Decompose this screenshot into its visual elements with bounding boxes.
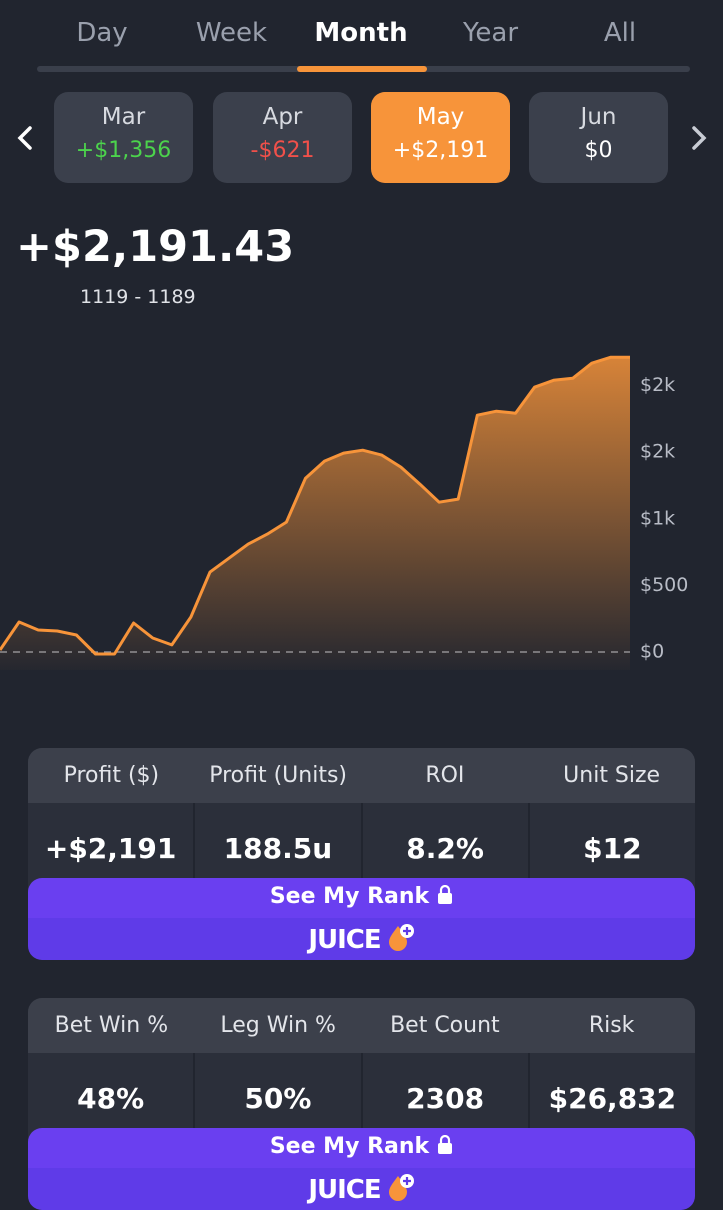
stat-label: Risk	[588, 1013, 635, 1038]
total-profit: +$2,191.43	[16, 222, 295, 272]
month-amount: +$1,356	[75, 138, 172, 163]
stat-value: $26,832	[527, 1053, 695, 1128]
stat-label: Unit Size	[563, 763, 661, 788]
rank-text: See My Rank	[269, 1134, 430, 1159]
lock-icon	[438, 884, 453, 904]
range: 1119 - 1189	[80, 286, 196, 308]
prev-arrow[interactable]	[12, 124, 38, 154]
tab[interactable]: Day	[76, 18, 128, 48]
stat-label: Bet Win %	[54, 1013, 169, 1038]
month-name: Jun	[580, 104, 617, 130]
value-row: 48% 50% 2308 $26,832	[28, 1053, 695, 1128]
next-arrow[interactable]	[686, 124, 712, 154]
month-amount: +$2,191	[392, 138, 489, 163]
value-row: +$2,191 188.5u 8.2% $12	[28, 803, 695, 878]
stat-label: Leg Win %	[220, 1013, 336, 1038]
stat-value: 2308	[360, 1053, 528, 1128]
month-name: Mar	[101, 104, 146, 130]
y-tick-label: $0	[640, 641, 664, 663]
juice-icon	[388, 1174, 414, 1201]
y-tick-label: $500	[640, 574, 688, 596]
month-name: Apr	[262, 104, 303, 130]
stat-label: Bet Count	[390, 1013, 500, 1038]
profit-chart: $0 $500 $1k $2k $2k	[0, 355, 688, 670]
month-button[interactable]: May +$2,191	[371, 92, 510, 183]
stat-label: Profit (Units)	[209, 763, 348, 788]
stat-value: 50%	[193, 1053, 360, 1128]
brand-name: JUICE	[308, 1175, 381, 1205]
tab[interactable]: Month	[314, 18, 408, 48]
profit-line	[0, 355, 630, 656]
brand-banner[interactable]: JUICE	[28, 1168, 695, 1210]
brand-banner[interactable]: JUICE	[28, 918, 695, 960]
month-button[interactable]: Jun $0	[529, 92, 668, 183]
tab-indicator	[297, 66, 427, 72]
stat-value: 8.2%	[360, 803, 528, 878]
month-button[interactable]: Mar +$1,356	[54, 92, 193, 183]
stat-value: 48%	[77, 1082, 145, 1115]
header-row: Profit ($) Profit (Units) ROI Unit Size	[28, 748, 695, 803]
month-amount: -$621	[250, 138, 315, 163]
stat-label: ROI	[425, 763, 465, 788]
area-fill	[0, 357, 630, 670]
stats-card: Bet Win % Leg Win % Bet Count Risk 48% 50% 230…	[28, 998, 695, 1210]
header-row: Bet Win % Leg Win % Bet Count Risk	[28, 998, 695, 1053]
rank-text: See My Rank	[269, 884, 430, 909]
y-tick-label: $2k	[640, 374, 675, 396]
stats-card: Profit ($) Profit (Units) ROI Unit Size +$2,…	[28, 748, 695, 960]
tab[interactable]: Week	[195, 18, 268, 48]
month-name: May	[416, 104, 465, 130]
brand-name: JUICE	[308, 925, 381, 955]
tab[interactable]: Year	[462, 18, 519, 48]
y-tick-label: $2k	[640, 441, 675, 463]
month-amount: $0	[584, 138, 613, 163]
tab[interactable]: All	[603, 18, 637, 48]
lock-icon	[438, 1134, 453, 1154]
stat-label: Profit ($)	[63, 763, 160, 788]
stat-value: +$2,191	[44, 832, 177, 865]
rank-button[interactable]: See My Rank	[28, 878, 695, 918]
y-tick-label: $1k	[640, 507, 675, 529]
stat-value: 188.5u	[193, 803, 360, 878]
stat-value: $12	[527, 803, 695, 878]
month-button[interactable]: Apr -$621	[213, 92, 352, 183]
rank-button[interactable]: See My Rank	[28, 1128, 695, 1168]
juice-icon	[388, 924, 414, 951]
